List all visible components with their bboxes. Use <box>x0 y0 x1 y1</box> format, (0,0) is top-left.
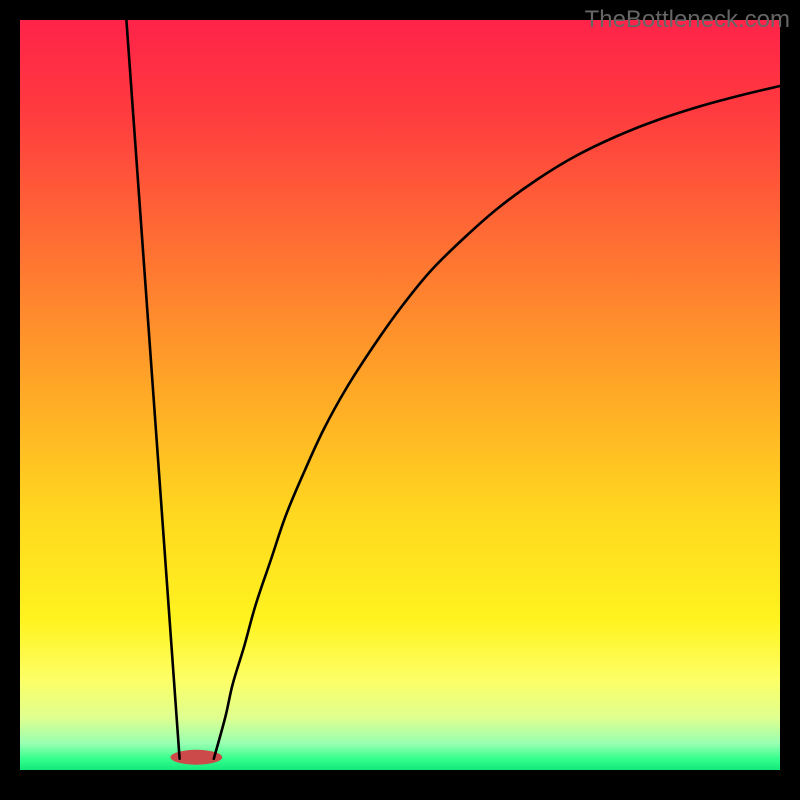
watermark-text: TheBottleneck.com <box>585 6 790 34</box>
bottleneck-chart <box>0 0 800 800</box>
chart-svg <box>0 0 800 800</box>
